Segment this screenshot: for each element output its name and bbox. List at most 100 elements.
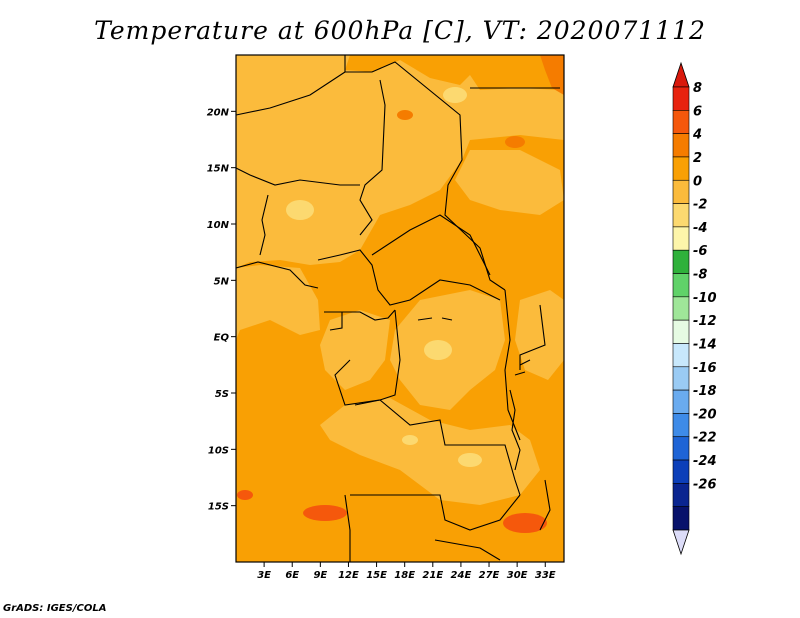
- colorbar-label: -4: [693, 221, 707, 236]
- y-tick-label: 15N: [207, 164, 230, 175]
- colorbar-swatch: [672, 436, 690, 461]
- lake-line: [514, 359, 531, 376]
- field-patch-cool-2: [424, 340, 452, 360]
- border-line: [236, 167, 360, 186]
- footer-credit: GrADS: IGES/COLA: [3, 603, 107, 614]
- colorbar-label: -26: [693, 477, 717, 492]
- colorbar-label: -8: [693, 268, 707, 283]
- field-patch-cool-4: [402, 435, 418, 445]
- field-patch-warm-5: [397, 110, 413, 120]
- colorbar-label: 2: [693, 151, 702, 166]
- field-patch-southeast: [515, 290, 564, 380]
- border-line: [334, 359, 521, 496]
- lake-line: [509, 389, 521, 471]
- x-tick-label: 24E: [451, 570, 472, 581]
- colorbar-label: -24: [693, 454, 717, 469]
- border-line: [342, 309, 396, 321]
- x-tick-label: 12E: [338, 570, 359, 581]
- colorbar-swatch: [672, 459, 690, 484]
- field-patch-cool-3: [458, 453, 482, 467]
- y-tick-label: 10S: [208, 445, 229, 456]
- x-tick-label: 3E: [257, 570, 271, 581]
- border-line: [350, 494, 521, 531]
- x-tick-label: 6E: [285, 570, 299, 581]
- field-patch-cool-5: [286, 200, 314, 220]
- x-tick-label: 33E: [535, 570, 556, 581]
- colorbar-swatch: [672, 319, 690, 344]
- colorbar-label: -20: [693, 407, 717, 422]
- colorbar-swatch: [672, 110, 690, 134]
- colorbar: 8 6 4 2 0 -2 -4 -6 -8 -10 -12 -14 -16 -18 -20 -22 -24 -26: [672, 61, 717, 556]
- border-line: [317, 249, 501, 306]
- colorbar-label: -12: [693, 314, 717, 329]
- country-borders: [236, 55, 560, 562]
- colorbar-swatch: [672, 179, 690, 204]
- field-patch-central: [320, 310, 390, 390]
- y-tick-label: 15S: [208, 502, 229, 513]
- field-patch-south-central: [320, 398, 540, 505]
- colorbar-label: -10: [693, 291, 717, 306]
- colorbar-swatch: [672, 203, 690, 228]
- x-tick-label: 15E: [366, 570, 387, 581]
- border-line: [344, 494, 351, 562]
- colorbar-label: -18: [693, 384, 717, 399]
- field-patch-warm-3: [503, 513, 547, 533]
- colorbar-swatch: [672, 226, 690, 251]
- y-axis: 20N 15N 10N 5N EQ 5S 10S 15S: [207, 107, 236, 513]
- field-patch-warm-northeast: [540, 55, 564, 95]
- field-patch-warm-1: [505, 136, 525, 148]
- border-line: [504, 289, 521, 441]
- colorbar-label: 4: [692, 128, 702, 143]
- border-line: [324, 311, 343, 331]
- field-patch-east: [455, 150, 564, 215]
- colorbar-swatch: [672, 249, 690, 274]
- colorbar-swatch: [672, 343, 690, 368]
- field-patch-cool-1: [443, 87, 467, 103]
- colorbar-swatch: [672, 483, 690, 507]
- colorbar-under-arrow: [672, 529, 690, 556]
- field-patch-warm-4: [237, 490, 253, 500]
- colorbar-swatch: [672, 86, 690, 111]
- colorbar-label: -16: [693, 361, 717, 376]
- temperature-field: [236, 55, 564, 533]
- x-axis: 3E 6E 9E 12E 15E 18E 21E 24E 27E 30E 33E: [257, 562, 556, 581]
- border-line: [539, 479, 551, 531]
- border-line: [236, 71, 346, 116]
- colorbar-label: 6: [693, 104, 702, 119]
- border-line: [519, 304, 546, 370]
- colorbar-swatch: [672, 273, 690, 298]
- border-line: [434, 539, 501, 561]
- x-tick-label: 9E: [313, 570, 327, 581]
- plot-frame: [235, 54, 565, 563]
- x-tick-label: 18E: [394, 570, 415, 581]
- y-tick-label: 10N: [207, 220, 230, 231]
- border-line: [236, 261, 319, 289]
- colorbar-swatch: [672, 506, 690, 531]
- x-tick-label: 30E: [507, 570, 528, 581]
- colorbar-swatch: [672, 133, 690, 158]
- x-tick-label: 21E: [422, 570, 443, 581]
- lake-line: [417, 317, 453, 321]
- field-patch-warm-2: [303, 505, 347, 521]
- field-patch-west-coast: [236, 265, 320, 340]
- colorbar-swatch: [672, 296, 690, 321]
- border-line: [371, 214, 491, 276]
- colorbar-label: -6: [693, 244, 707, 259]
- x-tick-label: 27E: [479, 570, 500, 581]
- border-line: [359, 79, 386, 236]
- colorbar-label: -22: [693, 431, 717, 446]
- colorbar-swatch: [672, 413, 690, 438]
- field-patch-north: [236, 55, 564, 268]
- colorbar-swatch: [672, 366, 690, 391]
- colorbar-label: -2: [693, 198, 707, 213]
- y-tick-label: EQ: [214, 333, 230, 344]
- colorbar-label: 0: [693, 174, 702, 189]
- colorbar-over-arrow: [672, 61, 690, 88]
- colorbar-swatch: [672, 156, 690, 181]
- border-line: [259, 194, 269, 256]
- colorbar-label: -14: [693, 337, 717, 352]
- border-line: [344, 55, 506, 291]
- colorbar-swatch: [672, 389, 690, 414]
- chart-title: Temperature at 600hPa [C], VT: 202007111…: [94, 16, 706, 45]
